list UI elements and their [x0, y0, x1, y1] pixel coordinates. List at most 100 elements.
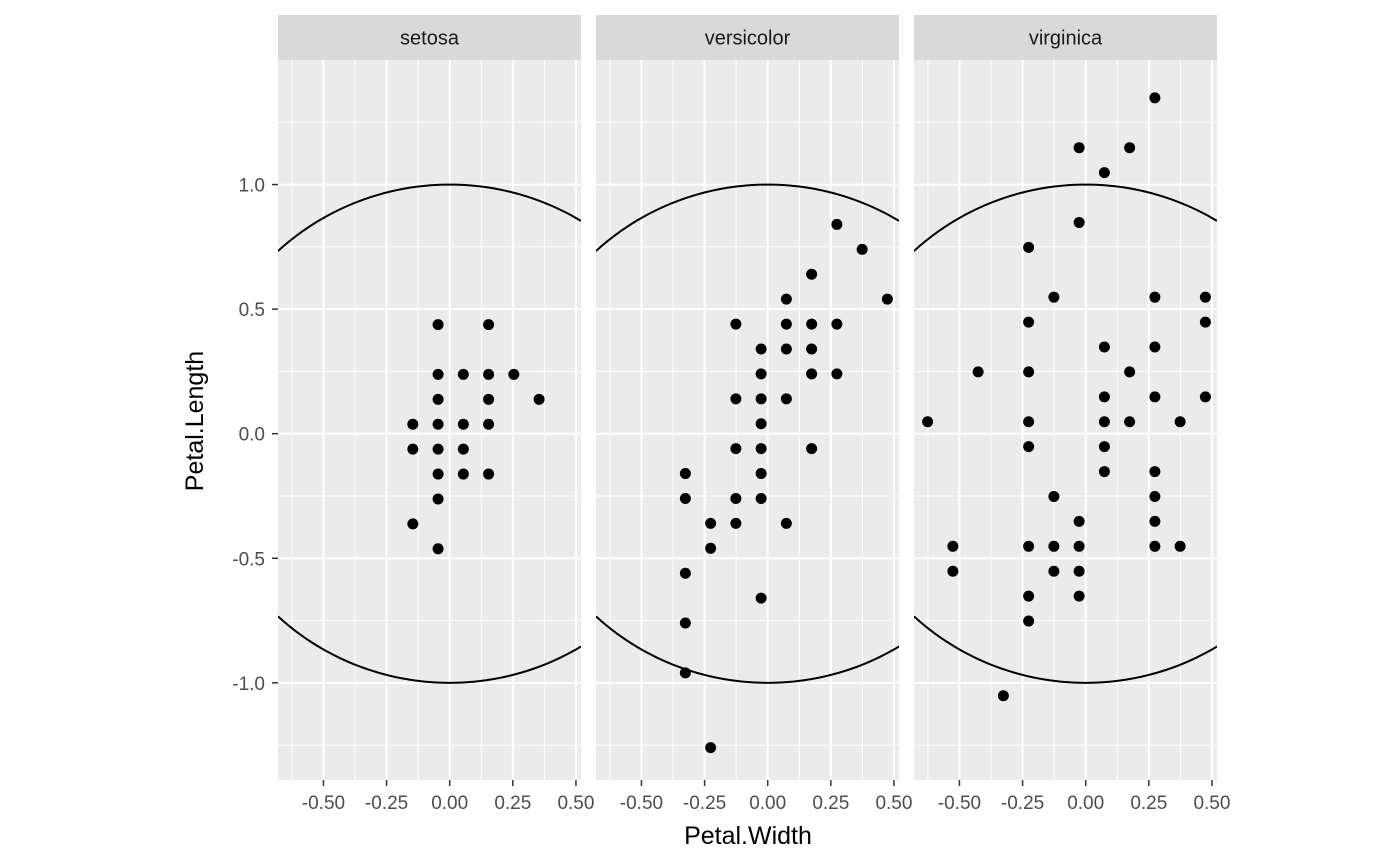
data-point — [1023, 441, 1035, 453]
data-point — [1149, 291, 1161, 303]
data-point — [806, 343, 818, 355]
data-point — [1023, 590, 1035, 602]
data-point — [831, 218, 843, 230]
data-point — [1098, 466, 1110, 478]
data-point — [780, 318, 792, 330]
data-point — [1149, 540, 1161, 552]
data-point — [432, 543, 444, 555]
data-point — [1023, 540, 1035, 552]
panels-layer: setosa versicolor virginica — [278, 15, 1217, 780]
data-point — [947, 565, 959, 577]
data-point — [755, 592, 767, 604]
data-point — [457, 418, 469, 430]
data-point — [730, 492, 742, 504]
data-point — [1149, 92, 1161, 104]
data-point — [705, 742, 717, 754]
panel-setosa: setosa — [278, 15, 581, 780]
data-point — [1073, 142, 1085, 154]
data-point — [1048, 490, 1060, 502]
panel-versicolor: versicolor — [596, 15, 899, 780]
data-point — [1073, 540, 1085, 552]
y-axis: -1.0 -0.5 0.0 0.5 1.0 — [232, 176, 278, 695]
x-axis-title: Petal.Width — [684, 822, 812, 850]
data-point — [1174, 416, 1186, 428]
data-point — [705, 542, 717, 554]
x-tick-label: 0.50 — [875, 793, 912, 814]
data-point — [483, 468, 495, 480]
data-point — [533, 393, 545, 405]
panel-background — [278, 60, 581, 780]
data-point — [679, 492, 691, 504]
x-tick-label: -0.50 — [620, 793, 663, 814]
data-point — [1073, 216, 1085, 228]
unit-circle-upper — [914, 183, 1217, 252]
y-tick-label: -1.0 — [232, 674, 265, 695]
y-tick-label: 0.5 — [239, 300, 265, 321]
data-point — [755, 418, 767, 430]
data-point — [679, 468, 691, 480]
data-point — [1149, 490, 1161, 502]
data-point — [1073, 515, 1085, 527]
data-point — [806, 368, 818, 380]
data-point — [407, 418, 419, 430]
facet-strip-label: versicolor — [705, 28, 791, 50]
x-tick-label: 0.25 — [812, 793, 849, 814]
panel-plot-area — [914, 60, 1217, 780]
data-point — [780, 293, 792, 305]
data-point — [831, 318, 843, 330]
data-point — [806, 318, 818, 330]
data-point — [1023, 366, 1035, 378]
data-point — [730, 393, 742, 405]
data-point — [1124, 416, 1136, 428]
data-point — [1073, 590, 1085, 602]
data-point — [1149, 466, 1161, 478]
unit-circle-lower — [596, 615, 899, 684]
data-point — [831, 368, 843, 380]
panel-virginica: virginica — [914, 15, 1217, 780]
data-point — [1149, 515, 1161, 527]
data-point — [432, 393, 444, 405]
x-tick-label: -0.25 — [1001, 793, 1044, 814]
data-point — [1199, 316, 1211, 328]
data-point — [1023, 416, 1035, 428]
data-point — [856, 243, 868, 255]
y-tick-label: 0.0 — [239, 425, 265, 446]
data-point — [1098, 416, 1110, 428]
x-tick-label: 0.50 — [1193, 793, 1230, 814]
x-tick-label: -0.50 — [302, 793, 345, 814]
data-point — [457, 468, 469, 480]
data-point — [730, 443, 742, 455]
data-point — [1098, 341, 1110, 353]
x-tick-label: 0.00 — [749, 793, 786, 814]
data-point — [432, 319, 444, 331]
data-point — [457, 443, 469, 455]
panel-background — [914, 60, 1217, 780]
data-point — [407, 518, 419, 530]
data-point — [1048, 540, 1060, 552]
data-point — [947, 540, 959, 552]
data-point — [508, 368, 520, 380]
data-point — [705, 517, 717, 529]
data-point — [432, 368, 444, 380]
data-point — [1023, 615, 1035, 627]
x-tick-label: -0.25 — [683, 793, 726, 814]
panel-background — [596, 60, 899, 780]
unit-circle-lower — [914, 615, 1217, 684]
data-point — [730, 318, 742, 330]
unit-circle-upper — [596, 183, 899, 252]
x-axis: -0.50 -0.25 0.00 0.25 0.50 -0.50 -0.25 0.00 0.25… — [302, 780, 1230, 814]
data-point — [1048, 565, 1060, 577]
data-point — [679, 567, 691, 579]
data-point — [407, 443, 419, 455]
data-point — [755, 368, 767, 380]
y-tick-label: 1.0 — [239, 176, 265, 197]
data-point — [997, 690, 1009, 702]
data-point — [780, 343, 792, 355]
data-point — [755, 443, 767, 455]
data-point — [1149, 341, 1161, 353]
data-point — [755, 343, 767, 355]
facet-strip-label: setosa — [400, 28, 460, 50]
data-point — [922, 416, 934, 428]
data-point — [483, 418, 495, 430]
